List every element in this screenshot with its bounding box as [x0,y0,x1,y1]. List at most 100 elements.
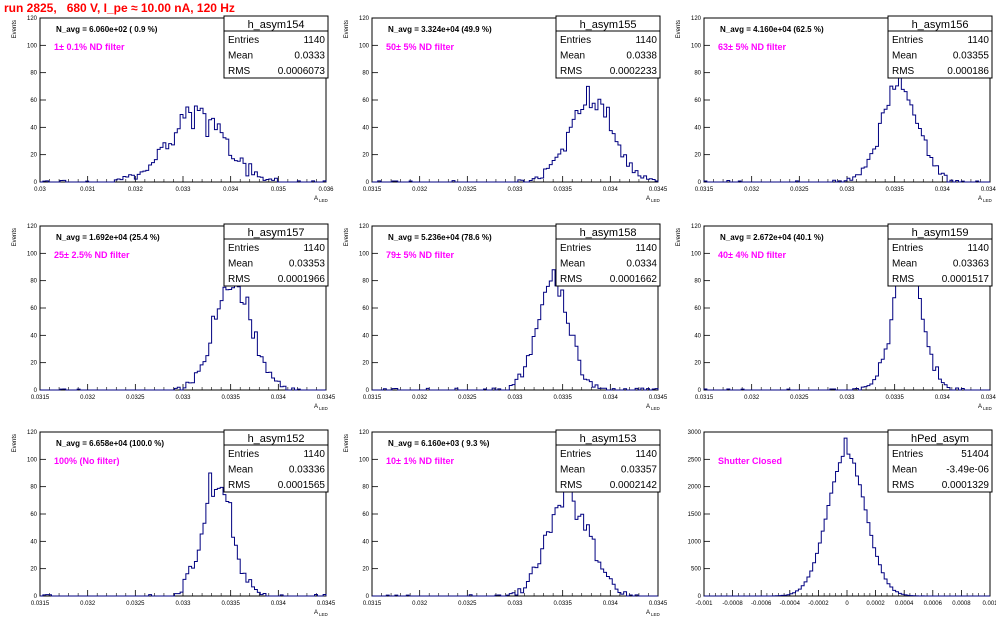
chart-panel-h_asym153: 0.0315 0.032 0.0325 0.033 0.0335 0.034 0.0345 0… [344,429,668,617]
stats-value-mean: 0.0338 [626,51,657,62]
stats-label-entries: Entries [892,449,923,460]
x-tick-label: 0.0325 [126,395,145,401]
y-tick-label: 40 [362,333,369,339]
y-axis-label: Events [676,228,682,246]
stats-box-frame [887,429,993,493]
filter-label: 1± 0.1% ND filter [54,42,125,52]
x-tick-label: 0.034 [223,187,239,193]
x-tick-label: 0.0345 [649,395,668,401]
y-tick-label: 100 [27,251,38,257]
x-tick-label: 0.033 [507,601,523,607]
stats-label-entries: Entries [560,35,591,46]
y-tick-label: 40 [694,333,701,339]
stats-value-rms: 0.0001329 [942,480,990,491]
filter-label: 10± 1% ND filter [386,456,454,466]
y-tick-label: 0 [698,180,702,186]
x-tick-label: 0.0345 [649,187,668,193]
y-tick-label: 120 [27,224,38,230]
stats-label-entries: Entries [228,243,259,254]
stats-box: h_asym158 Entries 1140 Mean 0.0334 RMS 0.00016… [555,223,661,287]
y-tick-label: 0 [698,594,702,600]
x-tick-label: 0.0006 [924,601,943,607]
x-axis-label-subscript: LED [319,198,329,203]
stats-value-rms: 0.0001517 [942,274,990,285]
y-tick-label: 80 [694,279,701,285]
histogram-line [40,271,326,391]
y-tick-label: 60 [30,98,37,104]
x-tick-label: 0.0345 [649,601,668,607]
stats-box-frame [223,223,329,287]
x-tick-label: 0.034 [603,601,619,607]
x-tick-label: 0.0325 [458,187,477,193]
x-axis-label: ALED [978,404,993,411]
stats-label-mean: Mean [560,259,585,270]
chart-panel-h_asym156: 0.0315 0.032 0.0325 0.033 0.0335 0.034 0.0345 0… [676,15,996,203]
stats-value-rms: 0.0001565 [278,480,326,491]
stats-label-rms: RMS [228,480,251,491]
chart-panel-h_asym157: 0.0315 0.032 0.0325 0.033 0.0335 0.034 0.0345 0… [12,223,336,411]
n-avg-label: N_avg = 1.692e+04 (25.4 %) [56,233,160,242]
stats-value-entries: 1140 [635,35,657,46]
y-tick-label: 20 [30,153,37,159]
x-tick-label: 0.034 [603,395,619,401]
y-axis-label: Events [344,228,350,246]
stats-box-frame [223,429,329,493]
x-axis-label-subscript: LED [651,198,661,203]
stats-box: h_asym156 Entries 1140 Mean 0.03355 RMS 0.0001… [887,15,993,79]
x-tick-label: 0.0002 [866,601,885,607]
histogram-line [704,437,990,597]
stats-label-entries: Entries [228,35,259,46]
x-tick-label: 0.034 [271,601,287,607]
x-axis-label-subscript: LED [651,612,661,617]
x-tick-label: 0.032 [412,601,428,607]
x-tick-label: 0.0325 [790,187,809,193]
histogram-line [703,248,990,391]
y-tick-label: 500 [691,567,702,573]
y-tick-label: 60 [362,98,369,104]
x-axis-label-subscript: LED [319,406,329,411]
y-tick-label: 0 [34,388,38,394]
histogram-name: h_asym154 [248,19,305,31]
y-axis-label: Events [344,20,350,38]
x-tick-label: 0.033 [175,395,191,401]
x-tick-label: 0.0325 [458,601,477,607]
y-tick-label: 80 [362,71,369,77]
y-tick-label: 0 [698,388,702,394]
histogram-line [40,472,327,597]
stats-box-frame [887,223,993,287]
x-tick-label: 0.0325 [126,601,145,607]
stats-label-mean: Mean [892,259,917,270]
stats-label-mean: Mean [228,465,253,476]
histogram-line [372,269,659,391]
stats-label-rms: RMS [228,274,251,285]
stats-value-entries: 1140 [303,243,325,254]
x-tick-label: 0.0345 [981,395,996,401]
filter-label: 63± 5% ND filter [718,42,786,52]
x-tick-label: 0.032 [744,187,760,193]
stats-label-mean: Mean [892,51,917,62]
y-tick-label: 60 [362,306,369,312]
x-tick-label: 0.034 [935,187,951,193]
y-tick-label: 80 [362,279,369,285]
chart-panel-hPed_asym: -0.001 -0.0008 -0.0006 -0.0004 -0.0002 0 0.000… [688,429,996,607]
x-tick-label: 0.001 [982,601,996,607]
x-tick-label: -0.0008 [722,601,743,607]
chart-panel-h_asym154: 0.03 0.031 0.032 0.033 0.034 0.035 0.036 0 20 40 6… [12,15,334,203]
stats-box-frame [555,223,661,287]
stats-label-rms: RMS [560,66,583,77]
y-tick-label: 60 [694,306,701,312]
y-tick-label: 1000 [688,539,702,545]
x-tick-label: 0.0335 [885,395,904,401]
stats-box: h_asym155 Entries 1140 Mean 0.0338 RMS 0.00022… [555,15,661,79]
y-tick-label: 0 [34,180,38,186]
x-axis-label-subscript: LED [651,406,661,411]
y-tick-label: 120 [27,16,38,22]
y-tick-label: 120 [359,16,370,22]
stats-label-mean: Mean [228,259,253,270]
histogram-name: h_asym155 [580,19,637,31]
x-tick-label: 0.0315 [695,187,714,193]
x-axis-label: ALED [314,610,329,617]
y-tick-label: 120 [691,224,702,230]
filter-label: 100% (No filter) [54,456,120,466]
stats-box-frame [223,15,329,79]
